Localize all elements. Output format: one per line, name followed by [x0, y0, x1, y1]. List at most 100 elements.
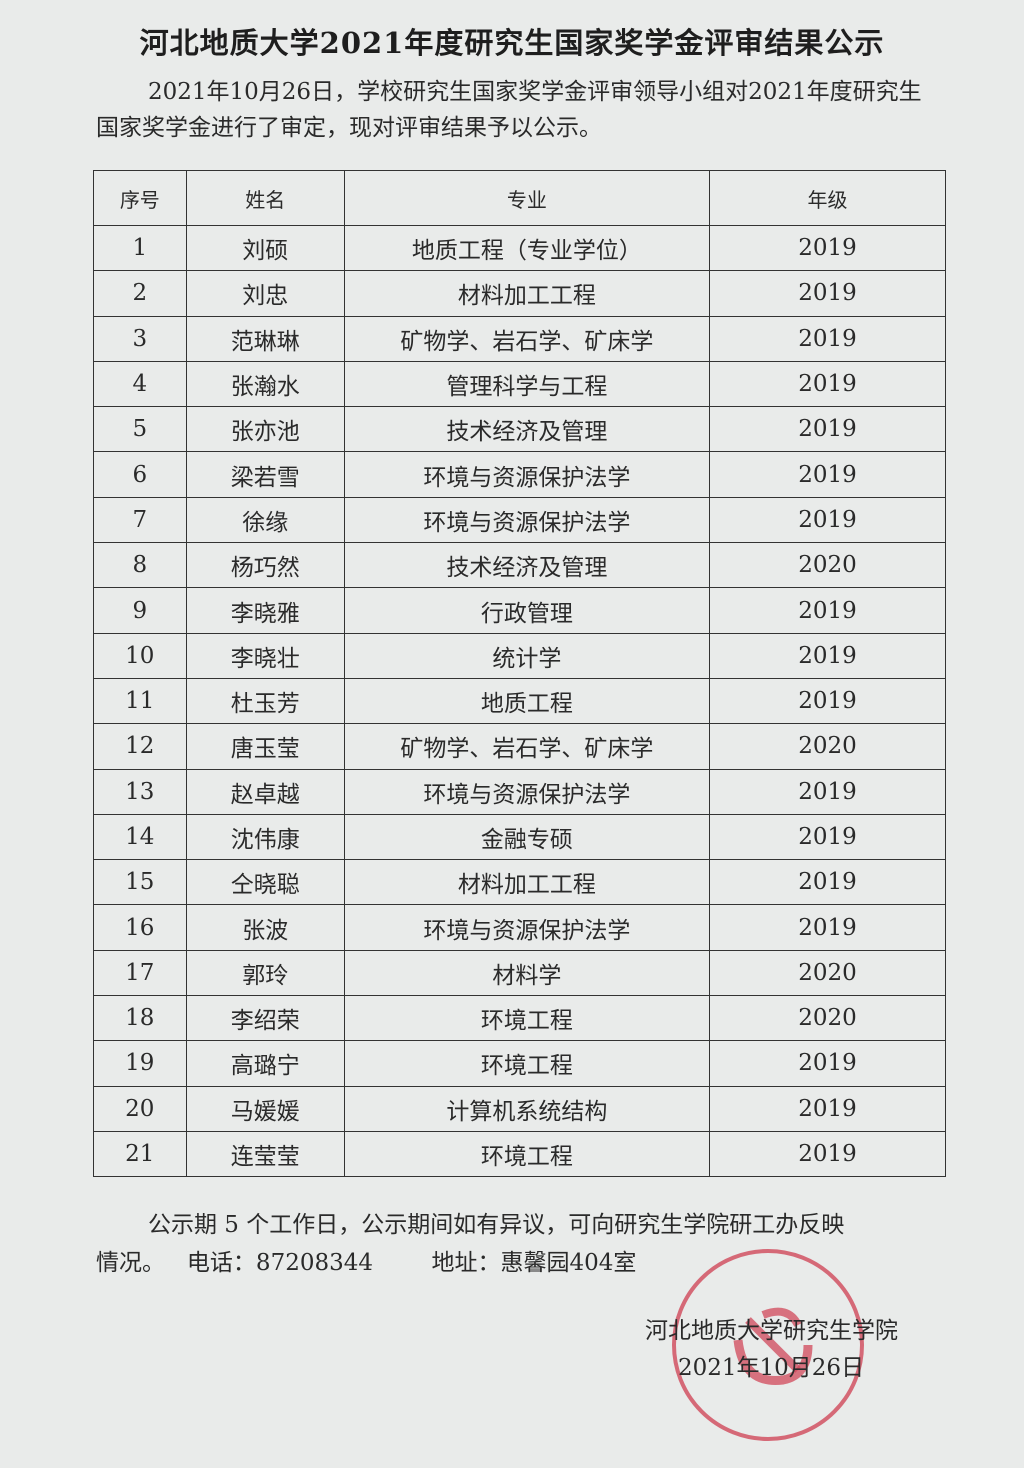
cell-major: 环境工程: [343, 1040, 711, 1087]
cell-name: 张亦池: [185, 406, 345, 453]
cell-name: 张瀚水: [185, 360, 345, 408]
cell-name: 杜玉芳: [185, 677, 345, 725]
intro-paragraph: 2021年10月26日，学校研究生国家奖学金评审领导小组对2021年度研究生国家…: [96, 79, 922, 141]
cell-major: 环境与资源保护法学: [343, 496, 711, 544]
cell-major: 环境与资源保护法学: [343, 451, 711, 498]
scholarship-table: 序号 姓名 专业 年级 1 刘硕 地质工程（专业学位） 2019 2 刘忠 材料加工工程 20…: [93, 170, 946, 1178]
cell-name: 赵卓越: [185, 768, 345, 815]
cell-index: 11: [93, 677, 187, 725]
cell-name: 连莹莹: [185, 1130, 345, 1178]
cell-grade: 2019: [709, 406, 946, 453]
footer-notice: 公示期 5 个工作日，公示期间如有异议，可向研究生学院研工办反映 情况。 电话：…: [96, 1206, 936, 1282]
cell-index: 6: [93, 451, 187, 498]
cell-index: 18: [93, 995, 187, 1042]
cell-name: 李晓雅: [185, 587, 345, 634]
cell-major: 管理科学与工程: [343, 360, 711, 408]
cell-name: 刘忠: [185, 270, 345, 317]
cell-major: 矿物学、岩石学、矿床学: [343, 315, 711, 362]
cell-name: 杨巧然: [185, 542, 345, 589]
cell-index: 15: [93, 859, 187, 906]
footer-line-2: 情况。 电话：87208344 地址：惠馨园404室: [96, 1250, 637, 1276]
cell-name: 徐缘: [185, 496, 345, 544]
document-title: 河北地质大学2021年度研究生国家奖学金评审结果公示: [139, 26, 885, 60]
table-row: 21 连莹莹 环境工程 2019: [93, 1130, 946, 1178]
cell-major: 技术经济及管理: [343, 406, 711, 453]
table-row: 5 张亦池 技术经济及管理 2019: [93, 406, 946, 453]
cell-name: 李晓壮: [185, 632, 345, 679]
cell-name: 郭玲: [185, 949, 345, 997]
cell-major: 地质工程: [343, 677, 711, 725]
cell-major: 材料加工工程: [343, 270, 711, 317]
table-row: 8 杨巧然 技术经济及管理 2020: [93, 542, 946, 589]
cell-index: 12: [93, 723, 187, 770]
cell-index: 10: [93, 632, 187, 679]
cell-index: 17: [93, 949, 187, 997]
cell-index: 20: [93, 1085, 187, 1132]
cell-name: 马媛媛: [185, 1085, 345, 1132]
table-row: 6 梁若雪 环境与资源保护法学 2019: [93, 451, 946, 498]
cell-index: 3: [93, 315, 187, 362]
cell-index: 2: [93, 270, 187, 317]
table-row: 3 范琳琳 矿物学、岩石学、矿床学 2019: [93, 315, 946, 362]
header-name: 姓名: [185, 170, 345, 226]
cell-grade: 2019: [709, 859, 946, 906]
cell-grade: 2019: [709, 1130, 946, 1178]
cell-grade: 2019: [709, 813, 946, 861]
cell-index: 8: [93, 542, 187, 589]
cell-name: 刘硕: [185, 224, 345, 272]
cell-grade: 2019: [709, 270, 946, 317]
cell-grade: 2019: [709, 360, 946, 408]
cell-index: 1: [93, 224, 187, 272]
cell-grade: 2019: [709, 1040, 946, 1087]
footer-line-1: 公示期 5 个工作日，公示期间如有异议，可向研究生学院研工办反映: [148, 1212, 845, 1238]
cell-name: 张波: [185, 904, 345, 951]
cell-major: 材料学: [343, 949, 711, 997]
header-index: 序号: [93, 170, 187, 226]
cell-major: 技术经济及管理: [343, 542, 711, 589]
cell-index: 19: [93, 1040, 187, 1087]
cell-index: 21: [93, 1130, 187, 1178]
cell-index: 4: [93, 360, 187, 408]
cell-major: 环境工程: [343, 995, 711, 1042]
cell-grade: 2019: [709, 1085, 946, 1132]
cell-grade: 2019: [709, 224, 946, 272]
cell-index: 9: [93, 587, 187, 634]
cell-major: 统计学: [343, 632, 711, 679]
cell-index: 5: [93, 406, 187, 453]
table-header-row: 序号 姓名 专业 年级: [93, 170, 946, 226]
cell-grade: 2019: [709, 496, 946, 544]
cell-name: 梁若雪: [185, 451, 345, 498]
table-row: 7 徐缘 环境与资源保护法学 2019: [93, 496, 946, 544]
table-row: 2 刘忠 材料加工工程 2019: [93, 270, 946, 317]
cell-index: 16: [93, 904, 187, 951]
official-seal-stamp: [672, 1249, 864, 1441]
cell-major: 行政管理: [343, 587, 711, 634]
cell-name: 范琳琳: [185, 315, 345, 362]
cell-grade: 2019: [709, 315, 946, 362]
table-row: 11 杜玉芳 地质工程 2019: [93, 677, 946, 725]
cell-grade: 2020: [709, 949, 946, 997]
header-major: 专业: [343, 170, 711, 226]
cell-grade: 2020: [709, 723, 946, 770]
cell-name: 高璐宁: [185, 1040, 345, 1087]
table-row: 10 李晓壮 统计学 2019: [93, 632, 946, 679]
cell-major: 计算机系统结构: [343, 1085, 711, 1132]
table-row: 20 马媛媛 计算机系统结构 2019: [93, 1085, 946, 1132]
cell-index: 14: [93, 813, 187, 861]
cell-grade: 2020: [709, 995, 946, 1042]
cell-major: 地质工程（专业学位）: [343, 224, 711, 272]
cell-major: 环境与资源保护法学: [343, 904, 711, 951]
cell-grade: 2019: [709, 904, 946, 951]
table-row: 16 张波 环境与资源保护法学 2019: [93, 904, 946, 951]
cell-index: 13: [93, 768, 187, 815]
cell-grade: 2019: [709, 451, 946, 498]
cell-index: 7: [93, 496, 187, 544]
cell-grade: 2019: [709, 677, 946, 725]
table-row: 15 仝晓聪 材料加工工程 2019: [93, 859, 946, 906]
table-row: 12 唐玉莹 矿物学、岩石学、矿床学 2020: [93, 723, 946, 770]
signature-date: 2021年10月26日: [678, 1355, 865, 1381]
cell-major: 材料加工工程: [343, 859, 711, 906]
cell-major: 环境工程: [343, 1130, 711, 1178]
table-row: 17 郭玲 材料学 2020: [93, 949, 946, 997]
cell-grade: 2019: [709, 632, 946, 679]
